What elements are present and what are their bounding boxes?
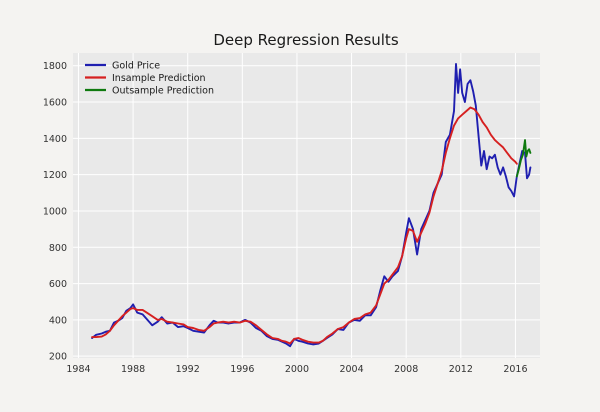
- chart-title: Deep Regression Results: [213, 31, 398, 49]
- y-tick-label: 600: [49, 279, 67, 290]
- x-tick-label: 2016: [503, 364, 527, 375]
- legend-label-gold-price: Gold Price: [112, 60, 160, 71]
- y-tick-label: 1400: [43, 134, 67, 145]
- x-tick-label: 2000: [285, 364, 309, 375]
- y-tick-label: 400: [49, 315, 67, 326]
- x-tick-label: 2008: [394, 364, 418, 375]
- x-tick-label: 1996: [230, 364, 254, 375]
- grid-lines: [73, 53, 540, 358]
- y-tick-label: 1800: [43, 61, 67, 72]
- series-layer: [91, 62, 532, 348]
- tick-labels: 1984 1988 1992 1996 2000 2004 2008 2012 2016 200 4…: [43, 61, 528, 375]
- series-line-outsample-prediction: [515, 139, 532, 178]
- y-tick-label: 1600: [43, 98, 67, 109]
- series-line-insample-prediction: [91, 106, 518, 345]
- x-tick-label: 1984: [66, 364, 90, 375]
- y-tick-label: 1000: [43, 206, 67, 217]
- x-tick-label: 2012: [449, 364, 473, 375]
- legend-label-insample-prediction: Insample Prediction: [112, 73, 206, 84]
- x-tick-label: 1992: [176, 364, 200, 375]
- x-tick-label: 2004: [339, 364, 363, 375]
- y-tick-label: 1200: [43, 170, 67, 181]
- y-tick-label: 200: [49, 352, 67, 363]
- x-tick-label: 1988: [121, 364, 145, 375]
- y-tick-label: 800: [49, 243, 67, 254]
- legend-label-outsample-prediction: Outsample Prediction: [112, 85, 214, 96]
- plot-area: [73, 53, 540, 358]
